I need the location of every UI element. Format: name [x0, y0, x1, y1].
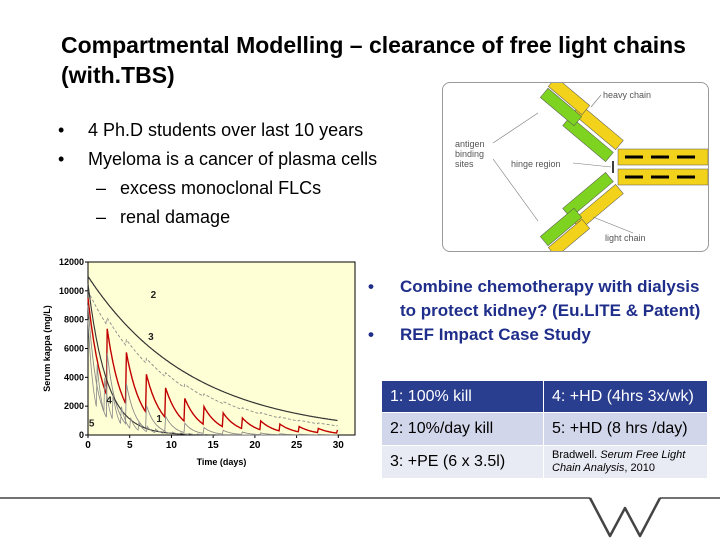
- y-axis-label: Serum kappa (mg/L): [42, 305, 52, 392]
- y-tick-label: 12000: [59, 257, 84, 267]
- antibody-upper-arm: [539, 83, 624, 162]
- antibody-lower-arm: [539, 172, 624, 251]
- table-cell: 2: 10%/day kill: [381, 412, 544, 446]
- x-tick-label: 0: [85, 440, 91, 451]
- bullet-item: • 4 Ph.D students over last 10 years: [58, 116, 388, 145]
- y-tick-label: 8000: [64, 315, 84, 325]
- table-cell: 5: +HD (8 hrs /day): [543, 412, 708, 446]
- slide-title: Compartmental Modelling – clearance of f…: [61, 32, 686, 88]
- curve-label: 4: [106, 395, 112, 406]
- curve-label: 2: [151, 290, 157, 301]
- label-light-chain: light chain: [605, 233, 646, 243]
- bullet-dash: –: [96, 178, 107, 198]
- x-tick-label: 30: [333, 440, 345, 451]
- bullet-item: • Combine chemotherapy with dialysis to p…: [368, 275, 708, 323]
- citation-cell: Bradwell. Serum Free Light Chain Analysi…: [543, 445, 708, 479]
- series-curve-3: [87, 290, 338, 427]
- table-cell: 4: +HD (4hrs 3x/wk): [543, 380, 708, 413]
- y-tick-label: 2000: [64, 401, 84, 411]
- citation-year: , 2010: [624, 462, 655, 474]
- y-tick-label: 0: [79, 430, 84, 440]
- y-tick-label: 4000: [64, 372, 84, 382]
- sub-bullet-item: – renal damage: [58, 203, 388, 232]
- table-cell: 1: 100% kill: [381, 380, 544, 413]
- bullet-item: • REF Impact Case Study: [368, 323, 708, 347]
- citation-author: Bradwell.: [552, 449, 601, 461]
- bullet-dot: •: [58, 120, 65, 140]
- citation: Bradwell. Serum Free Light Chain Analysi…: [552, 449, 699, 475]
- footer-logo: [0, 497, 720, 538]
- bullet-dot: •: [368, 325, 374, 344]
- plot-area: [87, 261, 356, 436]
- bullet-text: Myeloma is a cancer of plasma cells: [88, 149, 378, 169]
- table-row: 2: 10%/day kill 5: +HD (8 hrs /day): [381, 412, 708, 446]
- x-tick-label: 5: [127, 440, 133, 451]
- antibody-svg: [492, 83, 708, 251]
- bullet-item: • Myeloma is a cancer of plasma cells: [58, 145, 388, 174]
- kappa-chart: 0 2000 4000 6000 8000 10000 12000 0 5 10 15 20 25 30 T…: [40, 255, 365, 470]
- bullet-text: Combine chemotherapy with dialysis to pr…: [400, 277, 701, 320]
- bullet-text: excess monoclonal FLCs: [120, 178, 322, 198]
- x-tick-label: 15: [208, 440, 220, 451]
- bullet-dash: –: [96, 207, 107, 227]
- table-row: 3: +PE (6 x 3.5l) Bradwell. Serum Free L…: [381, 445, 708, 479]
- series-curve-5: [87, 319, 338, 436]
- x-tick-label: 20: [249, 440, 261, 451]
- curve-label: 3: [148, 332, 154, 343]
- sub-bullet-item: – excess monoclonal FLCs: [58, 174, 388, 203]
- x-tick-label: 10: [166, 440, 178, 451]
- citation-title: Serum Free Light Chain Analysis: [552, 449, 686, 474]
- antibody-diagram: heavy chain antigen binding sites hinge …: [442, 82, 709, 252]
- bullet-text: REF Impact Case Study: [400, 325, 591, 344]
- table-cell: 3: +PE (6 x 3.5l): [381, 445, 544, 479]
- curve-label: 1: [156, 414, 162, 425]
- bullet-dot: •: [58, 149, 65, 169]
- series-curve-4: [87, 297, 339, 434]
- bullet-text: 4 Ph.D students over last 10 years: [88, 120, 364, 140]
- label-hinge-region: hinge region: [511, 159, 561, 169]
- series-curve-2: [87, 276, 338, 422]
- bullet-text: renal damage: [120, 207, 231, 227]
- scenario-table: 1: 100% kill 4: +HD (4hrs 3x/wk) 2: 10%/…: [381, 380, 708, 479]
- label-heavy-chain: heavy chain: [603, 90, 652, 100]
- x-tick-label: 25: [291, 440, 303, 451]
- y-tick-label: 6000: [64, 344, 84, 354]
- curve-label: 5: [89, 418, 95, 429]
- x-axis-label: Time (days): [197, 457, 247, 467]
- antibody-stem: [612, 148, 708, 186]
- y-tick-label: 10000: [59, 286, 84, 296]
- table-row: 1: 100% kill 4: +HD (4hrs 3x/wk): [381, 380, 708, 413]
- bullet-list-2: • Combine chemotherapy with dialysis to p…: [368, 275, 708, 347]
- bullet-list: • 4 Ph.D students over last 10 years • Mye…: [58, 116, 388, 232]
- bullet-dot: •: [368, 277, 374, 296]
- label-antigen-binding-sites: antigen binding sites: [455, 139, 485, 169]
